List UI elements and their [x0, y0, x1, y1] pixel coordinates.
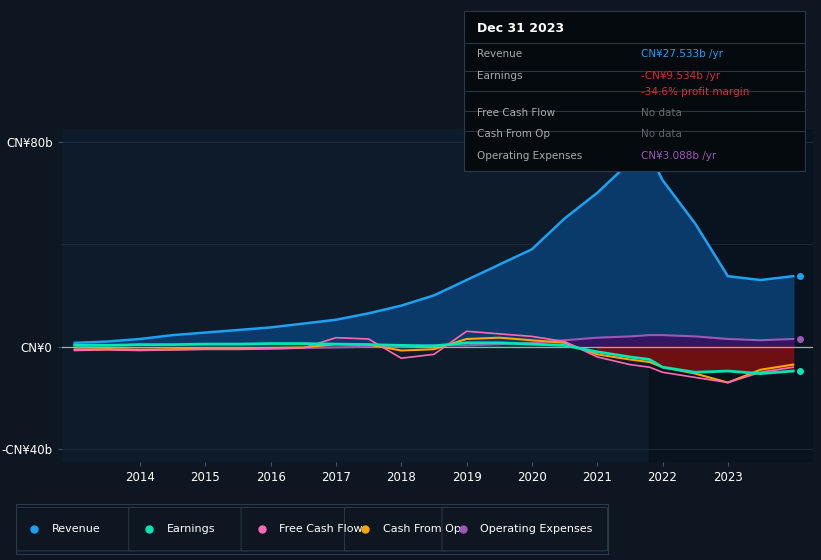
Text: Earnings: Earnings — [478, 72, 523, 81]
FancyBboxPatch shape — [13, 507, 135, 551]
FancyBboxPatch shape — [129, 507, 250, 551]
Text: Cash From Op: Cash From Op — [478, 129, 551, 139]
FancyBboxPatch shape — [241, 507, 351, 551]
Text: No data: No data — [641, 108, 682, 118]
Text: Dec 31 2023: Dec 31 2023 — [478, 22, 565, 35]
Bar — [649, 129, 821, 462]
Text: Revenue: Revenue — [52, 524, 101, 534]
Text: -34.6% profit margin: -34.6% profit margin — [641, 87, 750, 97]
FancyBboxPatch shape — [345, 507, 448, 551]
Text: Free Cash Flow: Free Cash Flow — [478, 108, 556, 118]
Text: Operating Expenses: Operating Expenses — [480, 524, 593, 534]
Text: Operating Expenses: Operating Expenses — [478, 151, 583, 161]
Text: Earnings: Earnings — [167, 524, 216, 534]
FancyBboxPatch shape — [442, 507, 608, 551]
Text: CN¥27.533b /yr: CN¥27.533b /yr — [641, 49, 723, 59]
Text: Free Cash Flow: Free Cash Flow — [279, 524, 363, 534]
Text: Cash From Op: Cash From Op — [383, 524, 461, 534]
Text: No data: No data — [641, 129, 682, 139]
Text: -CN¥9.534b /yr: -CN¥9.534b /yr — [641, 72, 720, 81]
Text: Revenue: Revenue — [478, 49, 523, 59]
Text: CN¥3.088b /yr: CN¥3.088b /yr — [641, 151, 716, 161]
